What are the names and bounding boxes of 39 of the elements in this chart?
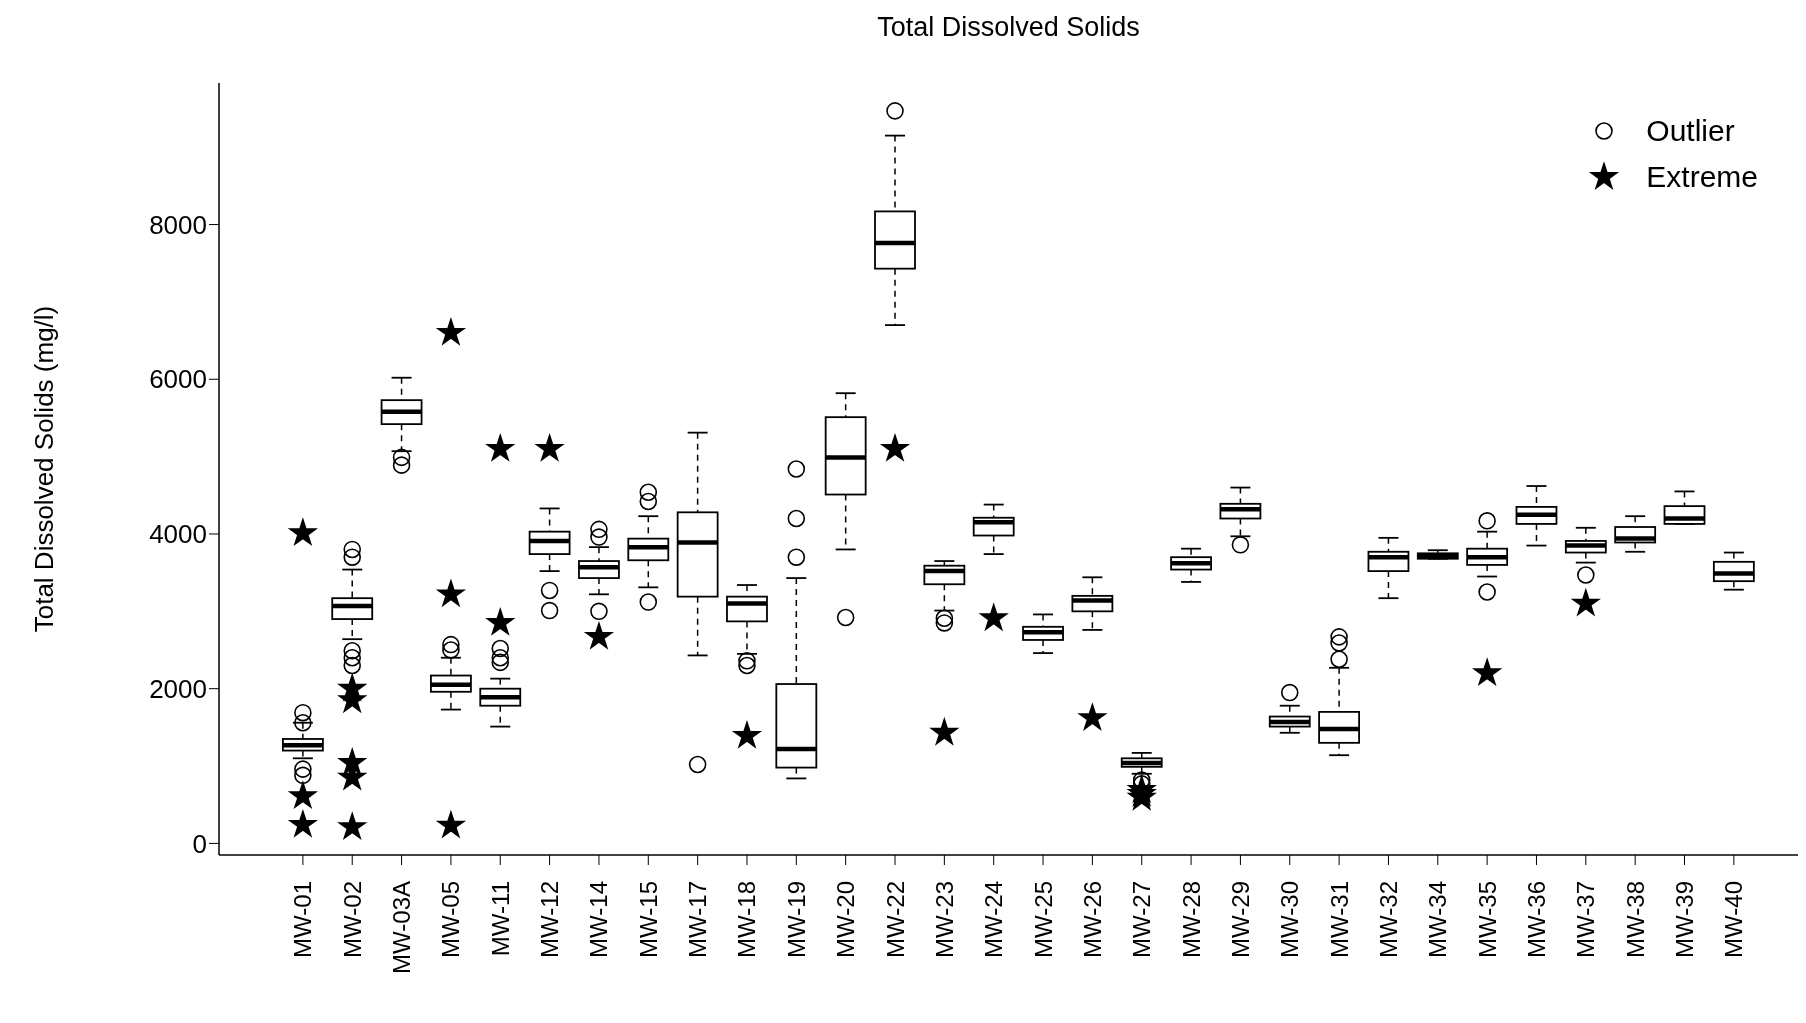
- y-tick-label: 8000: [149, 209, 207, 240]
- x-tick-label: MW-15: [634, 881, 662, 958]
- x-tick-label: MW-01: [289, 881, 317, 958]
- x-tick-label: MW-18: [733, 881, 761, 958]
- x-tick-label: MW-03A: [388, 881, 416, 974]
- x-tick-label: MW-25: [1029, 881, 1057, 958]
- y-tick-label: 2000: [149, 673, 207, 704]
- x-tick-label: MW-38: [1621, 881, 1649, 958]
- x-tick-label: MW-29: [1226, 881, 1254, 958]
- x-tick-label: MW-05: [437, 881, 465, 958]
- x-tick-label: MW-31: [1325, 881, 1353, 958]
- y-axis-title: Total Dissolved Solids (mg/l): [28, 305, 60, 633]
- chart-title: Total Dissolved Solids: [876, 12, 1141, 43]
- x-tick-label: MW-02: [338, 881, 366, 958]
- x-tick-label: MW-19: [782, 881, 810, 958]
- x-tick-label: MW-32: [1374, 881, 1402, 958]
- x-tick-label: MW-37: [1572, 881, 1600, 958]
- x-tick-label: MW-17: [684, 881, 712, 958]
- x-tick-label: MW-11: [486, 881, 514, 957]
- x-tick-label: MW-20: [832, 881, 860, 958]
- x-tick-label: MW-40: [1720, 881, 1748, 958]
- x-tick-label: MW-14: [585, 881, 613, 958]
- x-tick-label: MW-36: [1522, 881, 1550, 958]
- legend-label: Outlier: [1646, 114, 1735, 148]
- legend-label: Extreme: [1646, 160, 1758, 194]
- x-tick-label: MW-28: [1177, 881, 1205, 958]
- x-tick-label: MW-34: [1424, 881, 1452, 958]
- x-tick-label: MW-24: [980, 881, 1008, 958]
- y-tick-label: 0: [192, 828, 207, 859]
- x-tick-label: MW-23: [930, 881, 958, 958]
- x-tick-label: MW-26: [1078, 881, 1106, 958]
- x-tick-label: MW-30: [1276, 881, 1304, 958]
- x-tick-label: MW-39: [1671, 881, 1699, 958]
- x-tick-label: MW-27: [1128, 881, 1156, 958]
- x-tick-label: MW-35: [1473, 881, 1501, 958]
- x-tick-label: MW-12: [536, 881, 564, 958]
- y-tick-label: 6000: [149, 364, 207, 395]
- y-tick-label: 4000: [149, 519, 207, 550]
- x-tick-label: MW-22: [881, 881, 909, 958]
